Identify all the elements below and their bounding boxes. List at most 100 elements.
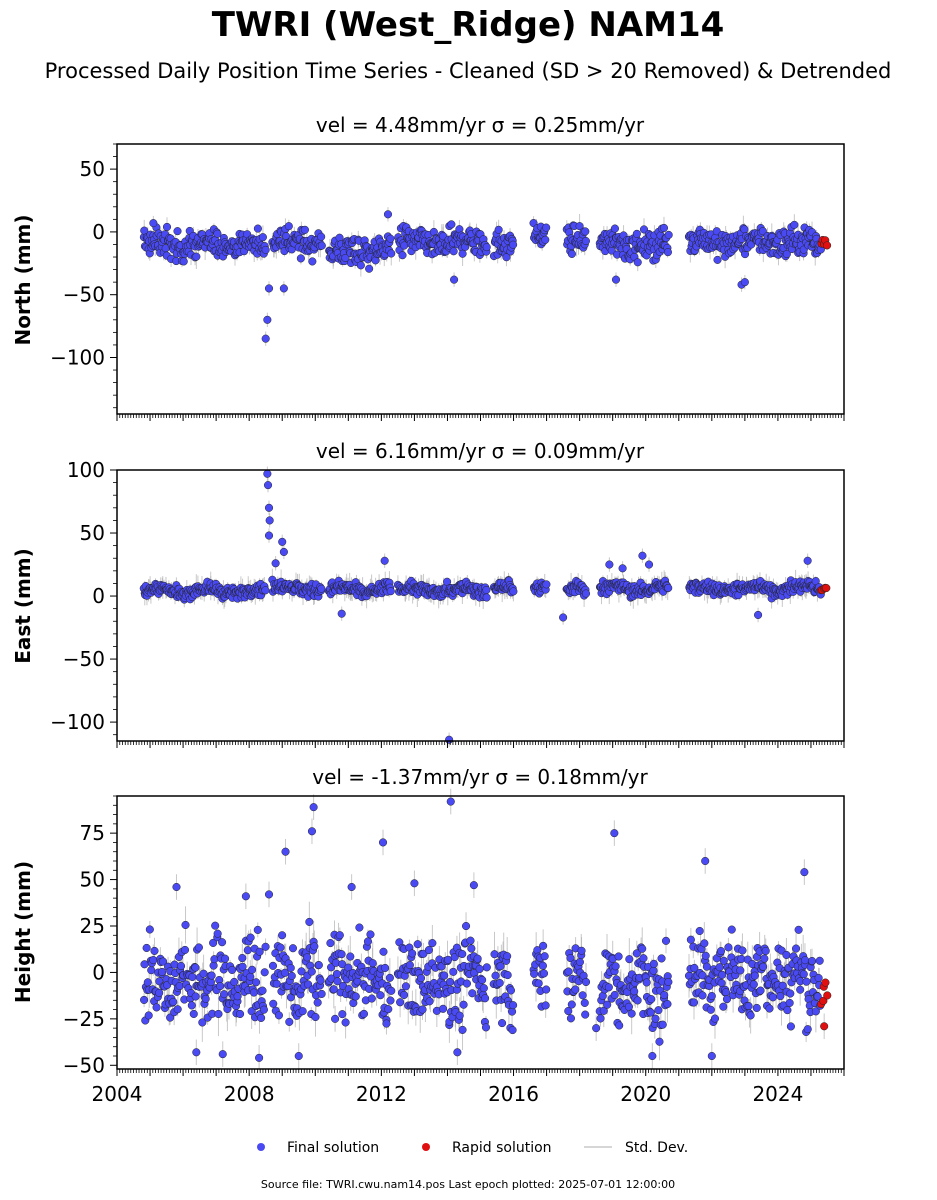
final-solution-point (567, 1000, 576, 1009)
final-solution-point (162, 222, 172, 231)
final-solution-point (341, 253, 350, 262)
final-solution-point (218, 938, 227, 947)
final-solution-point (756, 986, 765, 995)
final-solution-point (173, 1005, 182, 1014)
final-solution-point (228, 965, 237, 974)
final-solution-point (287, 971, 296, 980)
final-solution-point (482, 243, 491, 252)
height-panel-title: vel = -1.37mm/yr σ = 0.18mm/yr (312, 765, 648, 789)
final-solution-point (506, 986, 515, 995)
final-solution-point (449, 967, 458, 976)
final-solution-point (707, 1051, 716, 1061)
final-solution-point (337, 609, 346, 618)
height-xtick-label: 2024 (752, 1082, 803, 1106)
final-solution-point (382, 1019, 391, 1028)
final-solution-point (610, 829, 619, 838)
rapid-solution-point (821, 978, 830, 987)
final-solution-point (238, 962, 247, 971)
east-ytick-label: 0 (92, 584, 105, 608)
final-solution-point (482, 593, 491, 602)
final-solution-point (188, 972, 197, 982)
final-solution-point (566, 954, 575, 963)
final-solution-point (166, 1013, 175, 1022)
final-solution-point (713, 255, 722, 264)
final-solution-point (581, 227, 590, 236)
final-solution-point (542, 985, 551, 994)
final-solution-point (341, 1018, 350, 1027)
final-solution-point (338, 960, 347, 969)
east-points (139, 469, 831, 744)
final-solution-point (378, 838, 388, 847)
final-solution-point (298, 1007, 307, 1016)
final-solution-point (794, 925, 803, 934)
final-solution-point (491, 971, 500, 980)
final-solution-point (686, 935, 695, 944)
final-solution-point (218, 1050, 227, 1059)
final-solution-point (614, 952, 623, 961)
height-ylabel: Height (mm) (11, 861, 35, 1003)
final-solution-point (314, 961, 323, 970)
final-solution-point (140, 995, 149, 1004)
final-solution-point (172, 882, 181, 892)
final-solution-point (581, 1010, 590, 1019)
final-solution-point (152, 1003, 161, 1012)
final-solution-point (479, 984, 488, 993)
north-panel-title: vel = 4.48mm/yr σ = 0.25mm/yr (316, 113, 645, 137)
final-solution-point (189, 1009, 198, 1018)
final-solution-point (308, 257, 317, 266)
final-solution-point (719, 956, 728, 965)
final-solution-point (458, 949, 467, 959)
final-solution-point (647, 995, 656, 1004)
rapid-solution-point (823, 991, 832, 1000)
final-solution-point (263, 481, 273, 490)
final-solution-point (230, 977, 239, 986)
final-solution-point (418, 1005, 427, 1014)
final-solution-point (221, 954, 230, 963)
north-ytick-label: −50 (63, 283, 105, 307)
final-solution-point (462, 921, 471, 931)
final-solution-point (786, 1022, 795, 1031)
final-solution-point (173, 227, 182, 236)
final-solution-point (581, 589, 591, 598)
final-solution-point (169, 997, 178, 1006)
final-solution-point (482, 963, 491, 972)
final-solution-point (386, 234, 395, 243)
final-solution-point (468, 989, 477, 998)
final-solution-point (307, 827, 317, 836)
final-solution-point (381, 963, 390, 973)
final-solution-point (405, 961, 414, 970)
final-solution-point (303, 953, 312, 962)
final-solution-point (752, 1003, 761, 1013)
final-solution-point (744, 1001, 753, 1011)
final-solution-point (467, 944, 476, 953)
final-solution-point (799, 970, 808, 979)
final-solution-point (633, 258, 642, 267)
final-solution-point (286, 963, 295, 973)
final-solution-point (338, 1010, 347, 1019)
height-xtick-label: 2020 (620, 1082, 671, 1106)
final-solution-point (216, 982, 225, 991)
final-solution-point (281, 847, 290, 856)
final-solution-point (494, 225, 503, 234)
final-solution-point (564, 1006, 573, 1016)
final-solution-point (398, 251, 407, 260)
final-solution-point (253, 224, 262, 233)
final-solution-point (410, 879, 419, 888)
final-solution-point (383, 210, 393, 219)
final-solution-point (592, 1024, 601, 1033)
final-solution-point (149, 956, 158, 965)
final-solution-point (246, 972, 255, 981)
final-solution-point (509, 1001, 518, 1010)
final-solution-point (736, 966, 745, 975)
final-solution-point (783, 1006, 792, 1015)
final-solution-point (578, 991, 587, 1000)
final-solution-point (633, 996, 642, 1005)
final-solution-point (213, 929, 222, 938)
final-solution-point (559, 613, 568, 622)
final-solution-point (255, 947, 264, 956)
final-solution-point (610, 990, 619, 1000)
final-solution-point (446, 977, 455, 987)
final-solution-point (660, 991, 669, 1000)
final-solution-point (727, 925, 736, 934)
